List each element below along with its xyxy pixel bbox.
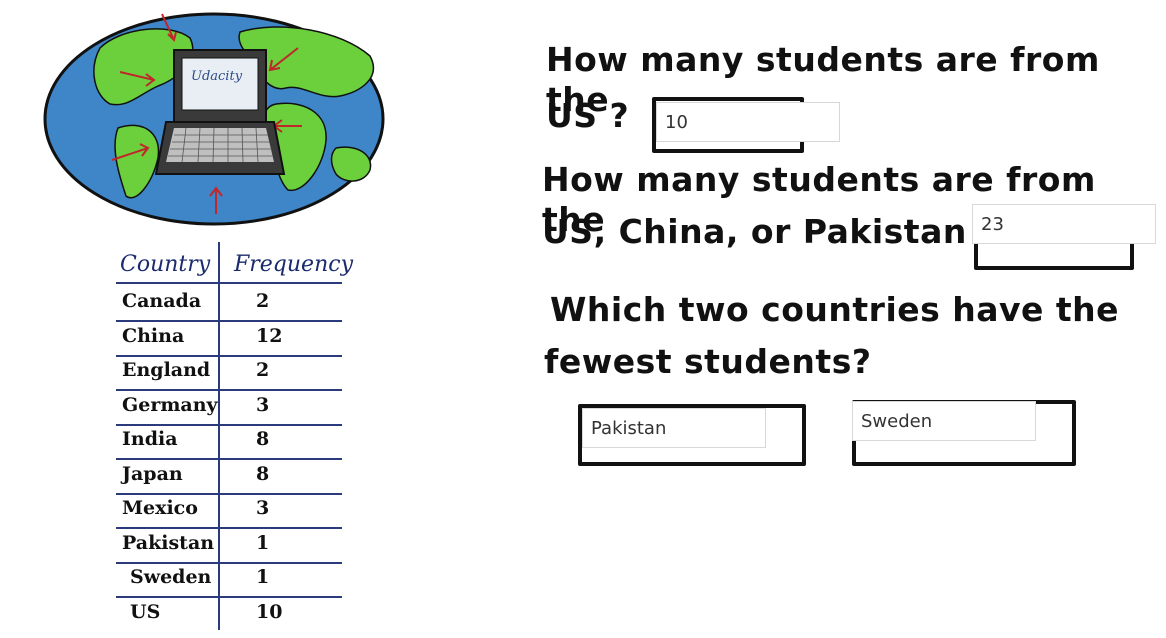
table-cell-country: England [122,359,211,381]
laptop-screen-text: Udacity [191,69,243,84]
table-row-line [116,596,342,598]
table-cell-frequency: 3 [256,497,270,519]
table-row-line [116,354,342,357]
table-cell-country: Pakistan [122,531,215,554]
table-cell-country: Canada [122,290,202,312]
answer-box-outline-3a [578,404,806,466]
table-cell-country: Sweden [130,566,212,588]
table-cell-frequency: 12 [256,324,283,347]
table-header-country: Country [120,252,211,277]
question-1-line-1: How many students are from the [546,40,1100,119]
frequency-table: Country Frequency Canada 2 China 12 England 2… [110,242,353,632]
table-cell-country: Germany [122,393,218,416]
arrow-group [111,13,302,214]
table-header-frequency: Frequency [234,252,353,277]
continent-south-america [114,124,160,199]
continent-north-america [93,28,194,106]
laptop-icon [154,49,286,175]
table-cell-frequency: 2 [256,290,270,312]
table-divider-vertical [218,242,220,630]
table-cell-frequency: 2 [256,359,270,381]
table-row-line [116,561,342,564]
table-cell-country: India [122,428,178,450]
question-1-line-2: US ? [546,96,630,135]
table-cell-country: China [122,324,185,347]
table-cell-frequency: 8 [256,462,270,485]
table-cell-frequency: 8 [256,428,270,450]
table-cell-frequency: 10 [256,600,283,623]
table-row-line [116,458,342,460]
answer-input-us-china-pakistan[interactable] [972,204,1156,244]
table-cell-country: Mexico [122,497,198,519]
table-header-line [116,282,342,284]
question-2-line-2: US, China, or Pakistan ? [542,212,999,251]
answer-input-fewest-2[interactable] [852,401,1036,441]
question-3-line-1: Which two countries have the [550,290,1120,329]
question-3-line-2: fewest students? [544,342,872,381]
table-row-line [116,423,342,426]
table-row-line [116,389,342,391]
question-2-line-1: How many students are from the [542,160,1096,239]
globe-laptop-illustration: Udacity [43,12,385,226]
table-row-line [116,527,342,529]
table-cell-frequency: 3 [256,393,270,416]
table-cell-country: US [130,600,161,623]
table-cell-country: Japan [122,462,183,485]
table-row-line [116,492,342,495]
continent-australia [330,146,372,182]
answer-input-fewest-1[interactable] [582,408,766,448]
answer-input-us[interactable] [656,102,840,142]
table-cell-frequency: 1 [256,531,270,554]
table-cell-frequency: 1 [256,566,270,588]
table-row-line [116,320,342,322]
